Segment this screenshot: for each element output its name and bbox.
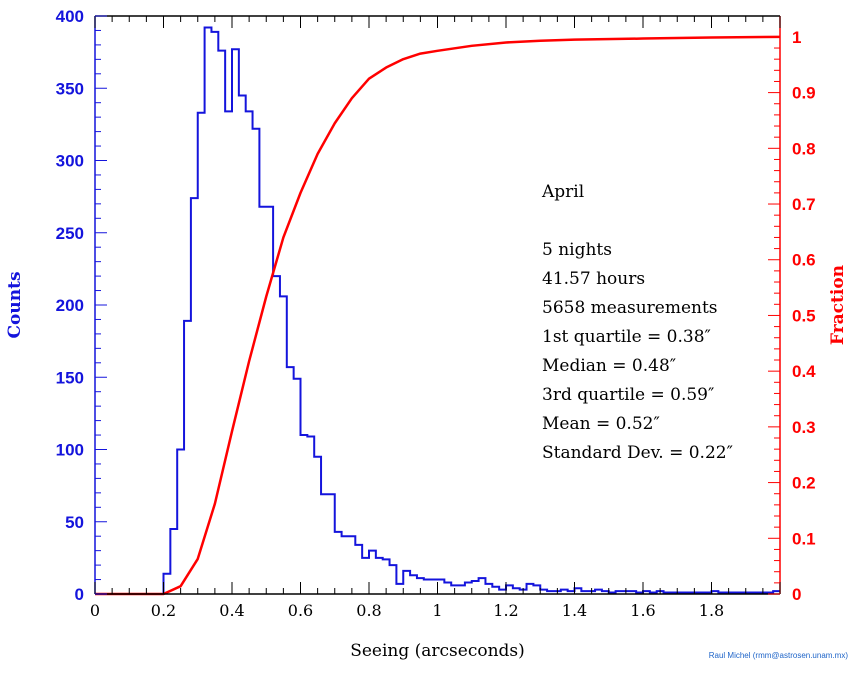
x-tick-label: 0 (90, 601, 100, 620)
y-right-tick-label: 0.4 (792, 362, 816, 381)
credit-text: Raul Michel (rmm@astrosen.unam.mx) (709, 651, 849, 660)
y-left-tick-label: 100 (56, 441, 84, 460)
y-right-tick-label: 0.8 (792, 139, 816, 158)
histogram-series (95, 26, 780, 595)
y-left-axis-title: Counts (5, 271, 25, 338)
y-right-tick-label: 0.7 (792, 195, 816, 214)
stats-annotation: Median = 0.48″ (542, 356, 676, 376)
y-right-tick-label: 0 (792, 585, 801, 604)
stats-annotation: 1st quartile = 0.38″ (542, 327, 711, 347)
stats-annotation: 41.57 hours (542, 269, 645, 289)
y-right-tick-label: 1 (792, 28, 801, 47)
stats-annotation: Standard Dev. = 0.22″ (542, 443, 733, 463)
x-tick-label: 0.4 (219, 601, 244, 620)
x-axis-title: Seeing (arcseconds) (350, 641, 525, 661)
y-right-tick-label: 0.3 (792, 418, 816, 437)
y-right-axis-title: Fraction (828, 265, 848, 345)
y-right-tick-label: 0.6 (792, 251, 816, 270)
y-left-tick-label: 400 (56, 7, 84, 26)
x-tick-label: 1.4 (562, 601, 587, 620)
x-tick-label: 1 (432, 601, 442, 620)
y-left-tick-label: 150 (56, 368, 84, 387)
stats-annotation: Mean = 0.52″ (542, 414, 660, 434)
stats-annotation: April (541, 182, 584, 202)
y-right-tick-label: 0.1 (792, 529, 816, 548)
stats-annotation: 5658 measurements (542, 298, 718, 318)
x-tick-label: 0.2 (151, 601, 176, 620)
y-right-tick-label: 0.5 (792, 306, 816, 325)
y-left-tick-label: 200 (56, 296, 84, 315)
labels-layer: 0 0.2 0.4 0.6 0.8 1 1.2 1.4 1.6 1.8 0 50 100 150 200 25… (5, 7, 848, 661)
histogram-layer (95, 26, 780, 595)
stats-annotation: 3rd quartile = 0.59″ (542, 385, 714, 405)
y-left-tick-label: 0 (75, 585, 84, 604)
y-right-tick-label: 0.9 (792, 84, 816, 103)
axes-layer (94, 15, 781, 595)
y-left-tick-label: 50 (65, 513, 84, 532)
x-tick-label: 1.8 (699, 601, 724, 620)
y-left-tick-label: 250 (56, 224, 84, 243)
x-tick-label: 1.6 (630, 601, 655, 620)
y-left-tick-label: 300 (56, 152, 84, 171)
x-tick-label: 0.6 (288, 601, 313, 620)
x-tick-label: 1.2 (493, 601, 518, 620)
y-left-tick-label: 350 (56, 79, 84, 98)
x-tick-label: 0.8 (356, 601, 381, 620)
y-right-tick-label: 0.2 (792, 474, 816, 493)
stats-annotation: 5 nights (542, 240, 612, 260)
